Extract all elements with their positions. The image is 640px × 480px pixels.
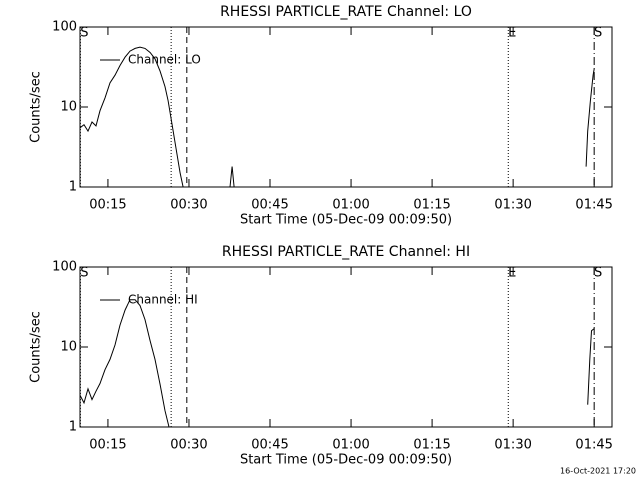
marker-label: E [508, 26, 516, 41]
y-axis-label: Counts/sec [29, 71, 44, 143]
marker-label: S [80, 266, 88, 281]
x-tick-label: 00:30 [170, 438, 207, 453]
legend-label: Channel: LO [128, 53, 201, 67]
x-tick-label: 01:30 [494, 438, 531, 453]
data-line [79, 46, 595, 188]
x-tick-label: 00:15 [89, 198, 126, 213]
y-axis-label: Counts/sec [29, 311, 44, 383]
x-tick-label: 01:45 [575, 198, 612, 213]
marker-label: S [594, 266, 602, 281]
y-tick-label: 100 [52, 20, 77, 35]
timestamp: 16-Oct-2021 17:20 [560, 467, 636, 476]
x-tick-label: 00:45 [251, 438, 288, 453]
y-tick-label: 1 [69, 180, 77, 195]
x-tick-label: 00:15 [89, 438, 126, 453]
x-tick-label: 00:45 [251, 198, 288, 213]
x-tick-label: 01:30 [494, 198, 531, 213]
y-tick-label: 1 [69, 420, 77, 435]
x-tick-label: 01:15 [413, 198, 450, 213]
plot-frame [79, 266, 613, 428]
x-axis-label: Start Time (05-Dec-09 00:09:50) [240, 213, 452, 228]
y-tick-label: 100 [52, 260, 77, 275]
marker-label: S [594, 26, 602, 41]
y-tick-label: 10 [60, 340, 77, 355]
marker-label: S [80, 26, 88, 41]
x-tick-label: 00:30 [170, 198, 207, 213]
plot-frame [79, 26, 613, 188]
y-tick-label: 10 [60, 100, 77, 115]
data-line [79, 299, 595, 428]
x-axis-label: Start Time (05-Dec-09 00:09:50) [240, 453, 452, 468]
x-tick-label: 01:15 [413, 438, 450, 453]
x-tick-label: 01:00 [332, 198, 369, 213]
chart-title: RHESSI PARTICLE_RATE Channel: LO [220, 4, 472, 20]
chart-title: RHESSI PARTICLE_RATE Channel: HI [222, 244, 470, 260]
legend-label: Channel: HI [128, 293, 198, 307]
marker-label: E [508, 266, 516, 281]
x-tick-label: 01:45 [575, 438, 612, 453]
x-tick-label: 01:00 [332, 438, 369, 453]
